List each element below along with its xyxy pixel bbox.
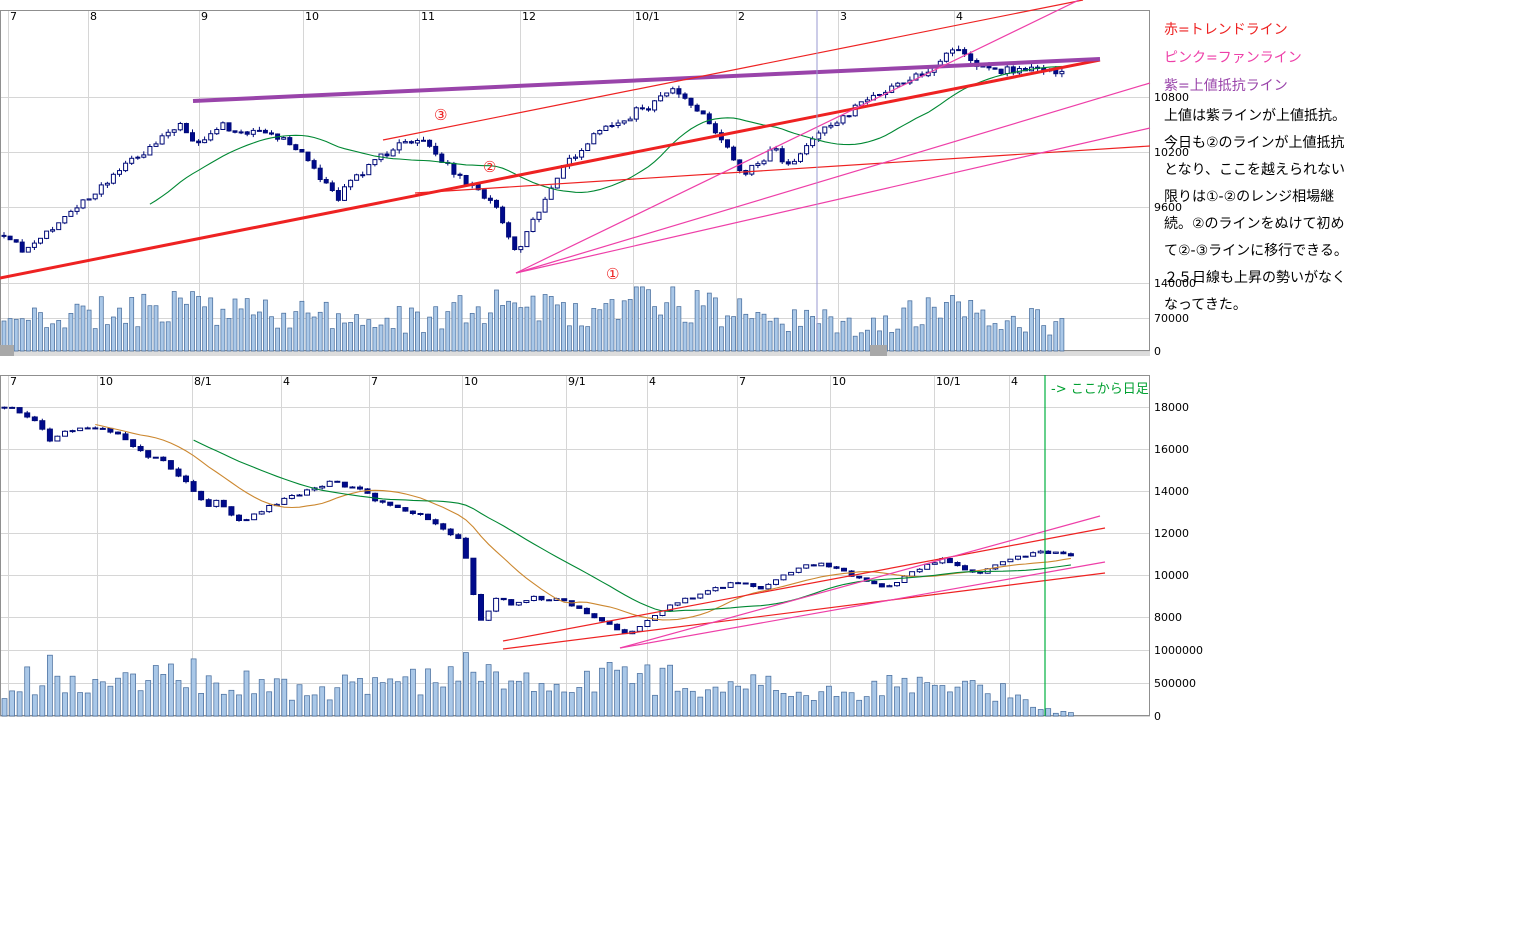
- volume-bars: [1, 652, 1074, 717]
- y-axis-label: 70000: [1154, 312, 1189, 325]
- x-axis-label: 10: [99, 375, 113, 388]
- x-axis-label: 10/1: [635, 10, 660, 23]
- x-axis-label: 4: [1011, 375, 1018, 388]
- red-channel-upper: [502, 527, 1106, 642]
- weekly-chart: 7 10 8/1 4 7 10 9/1 4 7 10 10/1 4 18000 16000 14000 120…: [0, 375, 1203, 723]
- legend-pink-fanline: ピンク=ファンライン: [1164, 50, 1302, 66]
- x-axis-label: 7: [10, 10, 17, 23]
- x-axis-label: 12: [522, 10, 536, 23]
- legend: 赤=トレンドライン ピンク=ファンライン 紫=上値抵抗ライン: [1164, 16, 1374, 100]
- commentary-line: となり、ここを越えられない: [1164, 162, 1346, 178]
- daily-chart: 7 8 9 10 11 12 10/1 2 3 4 10800 10200 9600 140000 7000…: [0, 0, 1196, 358]
- x-axis-label: 3: [840, 10, 847, 23]
- candlesticks: [1, 406, 1074, 635]
- x-axis-label: 4: [956, 10, 963, 23]
- x-axis-label: 11: [421, 10, 435, 23]
- scroll-thumb-left: [0, 345, 14, 356]
- commentary-line: 上値は紫ラインが上値抵抗。: [1164, 108, 1346, 124]
- pink-fanline-lower: [619, 561, 1106, 649]
- y-axis-label: 8000: [1154, 611, 1182, 624]
- x-axis-label: 10/1: [936, 375, 961, 388]
- y-axis-label: 0: [1154, 345, 1161, 358]
- x-axis-label: 4: [649, 375, 656, 388]
- commentary-line: ２５日線も上昇の勢いがなく: [1164, 270, 1346, 286]
- x-axis-label: 10: [305, 10, 319, 23]
- commentary-line: て②-③ラインに移行できる。: [1164, 243, 1348, 259]
- x-axis-label: 8/1: [194, 375, 212, 388]
- pink-fanline-c: [515, 127, 1151, 274]
- ma-26-line: [193, 439, 1071, 612]
- red-channel-lower: [502, 572, 1106, 650]
- ma-25-line: [149, 65, 1062, 205]
- pink-fanline-upper: [619, 515, 1101, 649]
- annotation-panel: 赤=トレンドライン ピンク=ファンライン 紫=上値抵抗ライン 上値は紫ラインが上値抵…: [1164, 16, 1374, 319]
- legend-purple-resistance: 紫=上値抵抗ライン: [1164, 78, 1288, 94]
- x-axis-label: 2: [738, 10, 745, 23]
- x-axis-label: 8: [90, 10, 97, 23]
- y-axis-label: 10000: [1154, 569, 1189, 582]
- x-axis-label: 7: [10, 375, 17, 388]
- volume-bars: [1, 286, 1065, 352]
- fan-label-1: ①: [606, 265, 619, 283]
- red-trendline: [0, 58, 1101, 280]
- y-axis-label: 10200: [1154, 146, 1189, 159]
- y-axis-label: 140000: [1154, 277, 1196, 290]
- x-axis-label: 10: [832, 375, 846, 388]
- legend-red-trendline: 赤=トレンドライン: [1164, 22, 1288, 38]
- y-axis-label: 9600: [1154, 201, 1182, 214]
- fan-label-2: ②: [483, 158, 496, 176]
- y-axis-label: 1000000: [1154, 644, 1203, 657]
- plot-border: [0, 375, 1150, 716]
- commentary-line: なってきた。: [1164, 297, 1247, 313]
- purple-resistance-line: [192, 57, 1101, 103]
- x-axis-label: 7: [371, 375, 378, 388]
- commentary-line: 続。②のラインをぬけて初め: [1164, 216, 1345, 232]
- commentary: 上値は紫ラインが上値抵抗。 今日も②のラインが上値抵抗 となり、ここを越えられない限…: [1164, 103, 1374, 319]
- x-axis-label: 9/1: [568, 375, 586, 388]
- y-axis-label: 10800: [1154, 91, 1189, 104]
- ma-13-line: [95, 423, 1071, 621]
- y-axis-label: 14000: [1154, 485, 1189, 498]
- candlesticks: [1, 45, 1065, 253]
- x-axis-label: 9: [201, 10, 208, 23]
- y-axis-label: 16000: [1154, 443, 1189, 456]
- x-axis-label: 7: [739, 375, 746, 388]
- pink-fanline-a: [515, 0, 1080, 274]
- pink-fanline-b: [515, 82, 1151, 274]
- scroll-track: [0, 352, 1150, 356]
- fan-label-3: ③: [434, 106, 447, 124]
- y-axis-label: 12000: [1154, 527, 1189, 540]
- x-axis-label: 4: [283, 375, 290, 388]
- daily-start-note: -> ここから日足: [1051, 382, 1149, 397]
- scroll-thumb-mid: [870, 345, 887, 356]
- y-axis-label: 0: [1154, 710, 1161, 723]
- x-axis-label: 10: [464, 375, 478, 388]
- red-fanline-2: [414, 145, 1151, 194]
- commentary-line: 今日も②のラインが上値抵抗: [1164, 135, 1345, 151]
- commentary-line: 限りは①-②のレンジ相場継: [1164, 189, 1335, 205]
- red-fanline-3: [382, 0, 1084, 141]
- y-axis-label: 18000: [1154, 401, 1189, 414]
- y-axis-label: 500000: [1154, 677, 1196, 690]
